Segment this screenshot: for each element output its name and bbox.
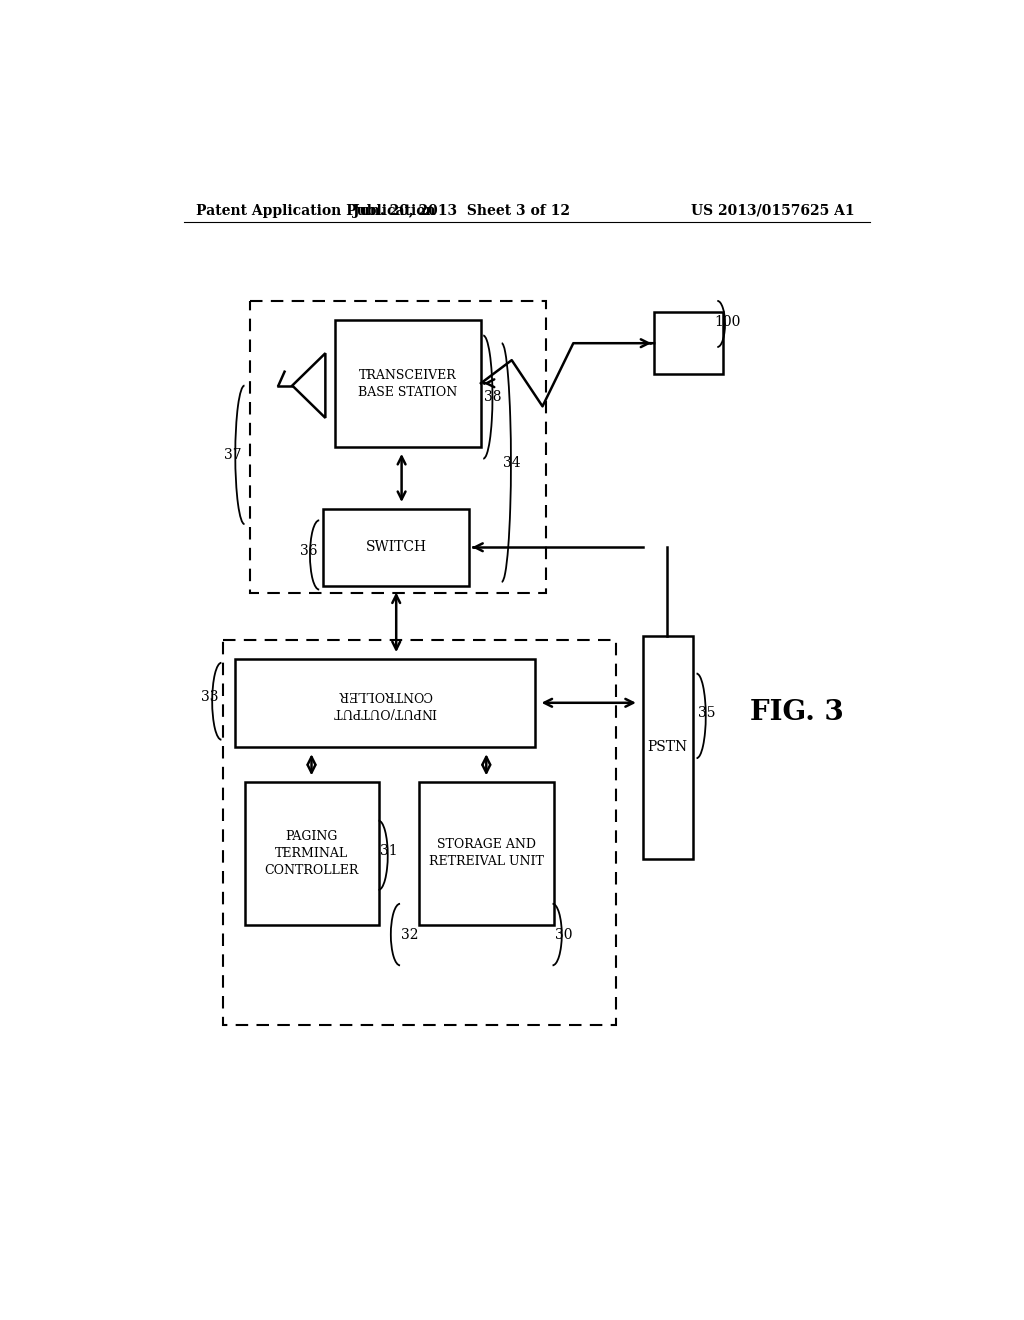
Text: PAGING
TERMINAL
CONTROLLER: PAGING TERMINAL CONTROLLER <box>265 830 359 876</box>
Bar <box>643 636 692 859</box>
Text: TRANSCEIVER
BASE STATION: TRANSCEIVER BASE STATION <box>358 368 458 399</box>
Text: 35: 35 <box>697 706 716 719</box>
Bar <box>654 313 724 374</box>
Bar <box>245 781 379 924</box>
Text: 31: 31 <box>380 845 397 858</box>
Text: Jun. 20, 2013  Sheet 3 of 12: Jun. 20, 2013 Sheet 3 of 12 <box>353 203 570 218</box>
Text: US 2013/0157625 A1: US 2013/0157625 A1 <box>691 203 854 218</box>
Text: 37: 37 <box>224 447 242 462</box>
Text: STORAGE AND
RETREIVAL UNIT: STORAGE AND RETREIVAL UNIT <box>429 838 544 869</box>
Text: INPUT/OUTPUT
CONTROLLER: INPUT/OUTPUT CONTROLLER <box>333 688 436 718</box>
Text: 100: 100 <box>714 314 740 329</box>
Text: 38: 38 <box>483 391 501 404</box>
Bar <box>234 659 535 747</box>
Text: 32: 32 <box>401 928 419 941</box>
Bar <box>419 781 554 924</box>
Bar <box>250 301 547 594</box>
Text: 36: 36 <box>300 544 317 558</box>
Bar <box>335 321 481 447</box>
Bar <box>223 640 615 1024</box>
Text: 33: 33 <box>201 690 218 705</box>
Text: SWITCH: SWITCH <box>366 540 427 554</box>
Text: PSTN: PSTN <box>647 741 688 755</box>
Bar <box>323 508 469 586</box>
Text: 30: 30 <box>555 928 572 941</box>
Text: Patent Application Publication: Patent Application Publication <box>196 203 435 218</box>
Text: FIG. 3: FIG. 3 <box>750 700 844 726</box>
Text: 34: 34 <box>503 455 520 470</box>
